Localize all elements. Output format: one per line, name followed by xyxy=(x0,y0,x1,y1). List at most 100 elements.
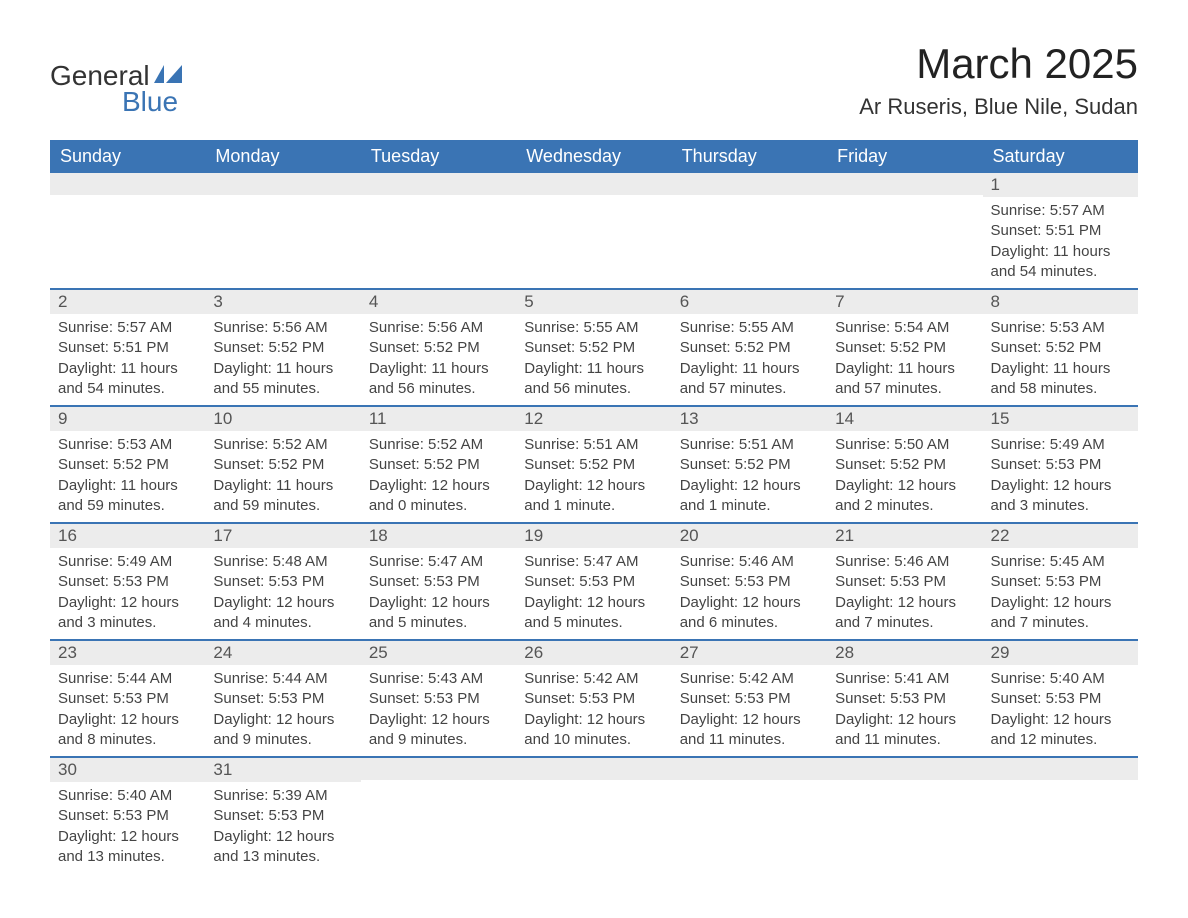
daylight-text: Daylight: 11 hours and 57 minutes. xyxy=(835,359,974,400)
daylight-text: Daylight: 12 hours and 9 minutes. xyxy=(369,710,508,751)
day-number: 17 xyxy=(205,524,360,548)
sunrise-text: Sunrise: 5:44 AM xyxy=(58,669,197,689)
daylight-text: Daylight: 11 hours and 54 minutes. xyxy=(58,359,197,400)
calendar-cell: 19Sunrise: 5:47 AMSunset: 5:53 PMDayligh… xyxy=(516,523,671,640)
day-number: 21 xyxy=(827,524,982,548)
calendar-cell: 28Sunrise: 5:41 AMSunset: 5:53 PMDayligh… xyxy=(827,640,982,757)
day-number xyxy=(672,758,827,780)
sunrise-text: Sunrise: 5:52 AM xyxy=(213,435,352,455)
calendar-cell: 9Sunrise: 5:53 AMSunset: 5:52 PMDaylight… xyxy=(50,406,205,523)
day-number: 29 xyxy=(983,641,1138,665)
day-content: Sunrise: 5:49 AMSunset: 5:53 PMDaylight:… xyxy=(50,548,205,639)
sunset-text: Sunset: 5:52 PM xyxy=(991,338,1130,358)
day-number: 8 xyxy=(983,290,1138,314)
logo: General Blue xyxy=(50,40,184,118)
sunrise-text: Sunrise: 5:45 AM xyxy=(991,552,1130,572)
day-number: 7 xyxy=(827,290,982,314)
daylight-text: Daylight: 11 hours and 54 minutes. xyxy=(991,242,1130,283)
day-number: 2 xyxy=(50,290,205,314)
daylight-text: Daylight: 12 hours and 6 minutes. xyxy=(680,593,819,634)
day-content xyxy=(516,780,671,858)
daylight-text: Daylight: 12 hours and 9 minutes. xyxy=(213,710,352,751)
calendar-cell: 14Sunrise: 5:50 AMSunset: 5:52 PMDayligh… xyxy=(827,406,982,523)
sunrise-text: Sunrise: 5:46 AM xyxy=(680,552,819,572)
calendar-cell: 16Sunrise: 5:49 AMSunset: 5:53 PMDayligh… xyxy=(50,523,205,640)
day-content: Sunrise: 5:40 AMSunset: 5:53 PMDaylight:… xyxy=(983,665,1138,756)
sunrise-text: Sunrise: 5:50 AM xyxy=(835,435,974,455)
daylight-text: Daylight: 12 hours and 1 minute. xyxy=(680,476,819,517)
day-number: 15 xyxy=(983,407,1138,431)
location: Ar Ruseris, Blue Nile, Sudan xyxy=(859,94,1138,120)
sunrise-text: Sunrise: 5:52 AM xyxy=(369,435,508,455)
daylight-text: Daylight: 12 hours and 11 minutes. xyxy=(835,710,974,751)
calendar-cell: 10Sunrise: 5:52 AMSunset: 5:52 PMDayligh… xyxy=(205,406,360,523)
daylight-text: Daylight: 12 hours and 12 minutes. xyxy=(991,710,1130,751)
calendar-cell: 18Sunrise: 5:47 AMSunset: 5:53 PMDayligh… xyxy=(361,523,516,640)
sunset-text: Sunset: 5:52 PM xyxy=(680,338,819,358)
sunrise-text: Sunrise: 5:55 AM xyxy=(680,318,819,338)
calendar-cell: 29Sunrise: 5:40 AMSunset: 5:53 PMDayligh… xyxy=(983,640,1138,757)
sunrise-text: Sunrise: 5:42 AM xyxy=(680,669,819,689)
day-content xyxy=(827,780,982,858)
sunset-text: Sunset: 5:52 PM xyxy=(58,455,197,475)
day-content: Sunrise: 5:51 AMSunset: 5:52 PMDaylight:… xyxy=(516,431,671,522)
calendar-cell xyxy=(205,173,360,289)
day-number: 13 xyxy=(672,407,827,431)
daylight-text: Daylight: 12 hours and 1 minute. xyxy=(524,476,663,517)
day-number: 10 xyxy=(205,407,360,431)
day-content: Sunrise: 5:53 AMSunset: 5:52 PMDaylight:… xyxy=(983,314,1138,405)
sunset-text: Sunset: 5:52 PM xyxy=(524,338,663,358)
day-number xyxy=(827,173,982,195)
day-number: 12 xyxy=(516,407,671,431)
sunrise-text: Sunrise: 5:41 AM xyxy=(835,669,974,689)
daylight-text: Daylight: 12 hours and 4 minutes. xyxy=(213,593,352,634)
day-number: 9 xyxy=(50,407,205,431)
sunrise-text: Sunrise: 5:47 AM xyxy=(524,552,663,572)
sunrise-text: Sunrise: 5:57 AM xyxy=(58,318,197,338)
day-content: Sunrise: 5:44 AMSunset: 5:53 PMDaylight:… xyxy=(205,665,360,756)
sunrise-text: Sunrise: 5:42 AM xyxy=(524,669,663,689)
day-number xyxy=(361,758,516,780)
day-number xyxy=(205,173,360,195)
calendar-cell xyxy=(50,173,205,289)
sunrise-text: Sunrise: 5:57 AM xyxy=(991,201,1130,221)
calendar-cell: 5Sunrise: 5:55 AMSunset: 5:52 PMDaylight… xyxy=(516,289,671,406)
calendar-cell: 7Sunrise: 5:54 AMSunset: 5:52 PMDaylight… xyxy=(827,289,982,406)
day-content xyxy=(361,780,516,858)
sunrise-text: Sunrise: 5:55 AM xyxy=(524,318,663,338)
sunrise-text: Sunrise: 5:53 AM xyxy=(991,318,1130,338)
calendar-week-row: 2Sunrise: 5:57 AMSunset: 5:51 PMDaylight… xyxy=(50,289,1138,406)
sunset-text: Sunset: 5:53 PM xyxy=(991,455,1130,475)
day-content: Sunrise: 5:46 AMSunset: 5:53 PMDaylight:… xyxy=(672,548,827,639)
day-content: Sunrise: 5:55 AMSunset: 5:52 PMDaylight:… xyxy=(672,314,827,405)
day-number xyxy=(827,758,982,780)
day-content: Sunrise: 5:46 AMSunset: 5:53 PMDaylight:… xyxy=(827,548,982,639)
calendar-body: 1Sunrise: 5:57 AMSunset: 5:51 PMDaylight… xyxy=(50,173,1138,873)
day-number: 18 xyxy=(361,524,516,548)
calendar-cell xyxy=(672,757,827,873)
day-content: Sunrise: 5:51 AMSunset: 5:52 PMDaylight:… xyxy=(672,431,827,522)
day-content: Sunrise: 5:54 AMSunset: 5:52 PMDaylight:… xyxy=(827,314,982,405)
calendar-cell xyxy=(361,757,516,873)
day-number xyxy=(516,173,671,195)
calendar-cell xyxy=(516,173,671,289)
header: General Blue March 2025 Ar Ruseris, Blue… xyxy=(50,40,1138,120)
calendar-cell: 27Sunrise: 5:42 AMSunset: 5:53 PMDayligh… xyxy=(672,640,827,757)
day-content: Sunrise: 5:47 AMSunset: 5:53 PMDaylight:… xyxy=(361,548,516,639)
sunset-text: Sunset: 5:51 PM xyxy=(58,338,197,358)
sunset-text: Sunset: 5:52 PM xyxy=(369,338,508,358)
daylight-text: Daylight: 11 hours and 57 minutes. xyxy=(680,359,819,400)
day-number: 11 xyxy=(361,407,516,431)
day-content: Sunrise: 5:48 AMSunset: 5:53 PMDaylight:… xyxy=(205,548,360,639)
sunset-text: Sunset: 5:53 PM xyxy=(213,806,352,826)
weekday-header: Sunday xyxy=(50,140,205,173)
daylight-text: Daylight: 12 hours and 2 minutes. xyxy=(835,476,974,517)
calendar-cell: 22Sunrise: 5:45 AMSunset: 5:53 PMDayligh… xyxy=(983,523,1138,640)
sunrise-text: Sunrise: 5:51 AM xyxy=(524,435,663,455)
day-content: Sunrise: 5:40 AMSunset: 5:53 PMDaylight:… xyxy=(50,782,205,873)
sunset-text: Sunset: 5:51 PM xyxy=(991,221,1130,241)
daylight-text: Daylight: 11 hours and 59 minutes. xyxy=(58,476,197,517)
sunrise-text: Sunrise: 5:56 AM xyxy=(369,318,508,338)
weekday-header: Tuesday xyxy=(361,140,516,173)
sunset-text: Sunset: 5:52 PM xyxy=(524,455,663,475)
